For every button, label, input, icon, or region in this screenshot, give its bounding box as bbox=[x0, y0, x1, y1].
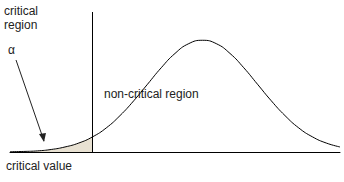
svg-text:critical: critical bbox=[4, 4, 38, 18]
svg-text:region: region bbox=[4, 18, 37, 32]
svg-text:critical value: critical value bbox=[6, 159, 72, 173]
svg-text:non-critical region: non-critical region bbox=[104, 87, 199, 101]
svg-text:α: α bbox=[8, 43, 15, 57]
